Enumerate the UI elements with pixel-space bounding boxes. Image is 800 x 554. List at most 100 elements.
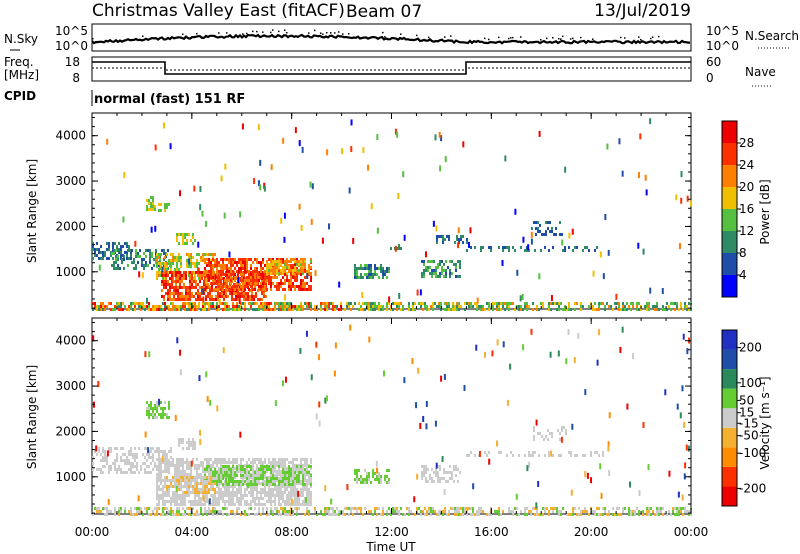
data-cell (364, 308, 366, 311)
data-cell (244, 503, 246, 506)
data-cell (202, 461, 204, 464)
data-cell (262, 308, 264, 311)
scatter-echo (315, 341, 318, 348)
data-cell (156, 458, 158, 461)
scatter-echo (686, 348, 689, 355)
data-cell (187, 286, 189, 289)
data-cell (152, 410, 154, 413)
data-cell (182, 302, 184, 305)
data-cell (202, 467, 204, 470)
data-cell (186, 441, 188, 444)
scatter-echo (330, 498, 333, 505)
data-cell (304, 260, 306, 263)
data-cell (124, 453, 126, 456)
data-cell (302, 464, 304, 467)
data-cell (454, 513, 456, 516)
freq-label: Freq. (4, 55, 34, 69)
data-cell (252, 273, 254, 276)
data-cell (170, 450, 172, 453)
data-cell (148, 202, 150, 205)
data-cell (676, 305, 678, 308)
data-cell (286, 500, 288, 503)
scatter-echo (522, 236, 525, 243)
data-cell (178, 507, 180, 510)
data-cell (254, 471, 256, 474)
data-cell (452, 308, 454, 311)
colorbar-segment (722, 427, 737, 448)
data-cell (152, 205, 154, 208)
scatter-echo (199, 429, 202, 436)
data-cell (150, 308, 152, 311)
data-cell (192, 242, 194, 245)
data-cell (372, 308, 374, 311)
data-cell (680, 510, 682, 513)
scatter-echo (419, 422, 422, 429)
scatter-echo (411, 358, 414, 365)
data-cell (276, 479, 278, 482)
data-cell (374, 270, 376, 273)
data-cell (602, 451, 604, 454)
data-cell (276, 470, 278, 473)
data-cell (440, 302, 442, 305)
data-cell (282, 468, 284, 471)
data-cell (212, 305, 214, 308)
data-cell (244, 282, 246, 285)
data-cell (150, 450, 152, 453)
data-cell (680, 507, 682, 510)
data-cell (111, 252, 113, 255)
data-cell (158, 500, 160, 503)
data-cell (310, 479, 312, 482)
data-cell (226, 474, 228, 477)
data-cell (210, 302, 212, 305)
data-cell (652, 305, 654, 308)
data-cell (374, 507, 376, 510)
data-cell (168, 510, 170, 513)
data-cell (252, 488, 254, 491)
y-tick-label: 4000 (55, 334, 86, 348)
data-cell (268, 491, 270, 494)
data-cell (182, 458, 184, 461)
data-cell (634, 513, 636, 516)
data-cell (167, 274, 169, 277)
data-cell (140, 468, 142, 471)
data-cell (130, 254, 132, 257)
data-cell (447, 480, 449, 483)
data-cell (174, 259, 176, 262)
data-cell (180, 441, 182, 444)
data-cell (302, 285, 304, 288)
noise-point (314, 29, 316, 32)
data-cell (210, 264, 212, 267)
data-cell (204, 258, 206, 261)
data-cell (250, 273, 252, 276)
data-cell (218, 482, 220, 485)
data-cell (122, 245, 124, 248)
data-cell (558, 454, 560, 457)
data-cell (212, 476, 214, 479)
data-cell (156, 473, 158, 476)
scatter-echo (516, 269, 519, 276)
data-cell (162, 485, 164, 488)
data-cell (378, 478, 380, 481)
data-cell (547, 227, 549, 230)
data-cell (451, 477, 453, 480)
data-cell (490, 249, 492, 252)
scatter-echo (224, 163, 227, 170)
data-cell (108, 510, 110, 513)
data-cell (256, 483, 258, 486)
data-cell (437, 474, 439, 477)
noise-left-tick-top: 10^5 (55, 24, 88, 38)
data-cell (195, 298, 197, 301)
data-cell (140, 308, 142, 311)
data-cell (418, 507, 420, 510)
data-cell (163, 252, 165, 255)
data-cell (396, 308, 398, 311)
data-cell (268, 308, 270, 311)
data-cell (112, 257, 114, 260)
data-cell (222, 497, 224, 500)
data-cell (208, 491, 210, 494)
data-cell (160, 265, 162, 268)
scatter-echo (315, 413, 318, 420)
data-cell (598, 454, 600, 457)
data-cell (302, 503, 304, 506)
scatter-echo (334, 342, 337, 349)
